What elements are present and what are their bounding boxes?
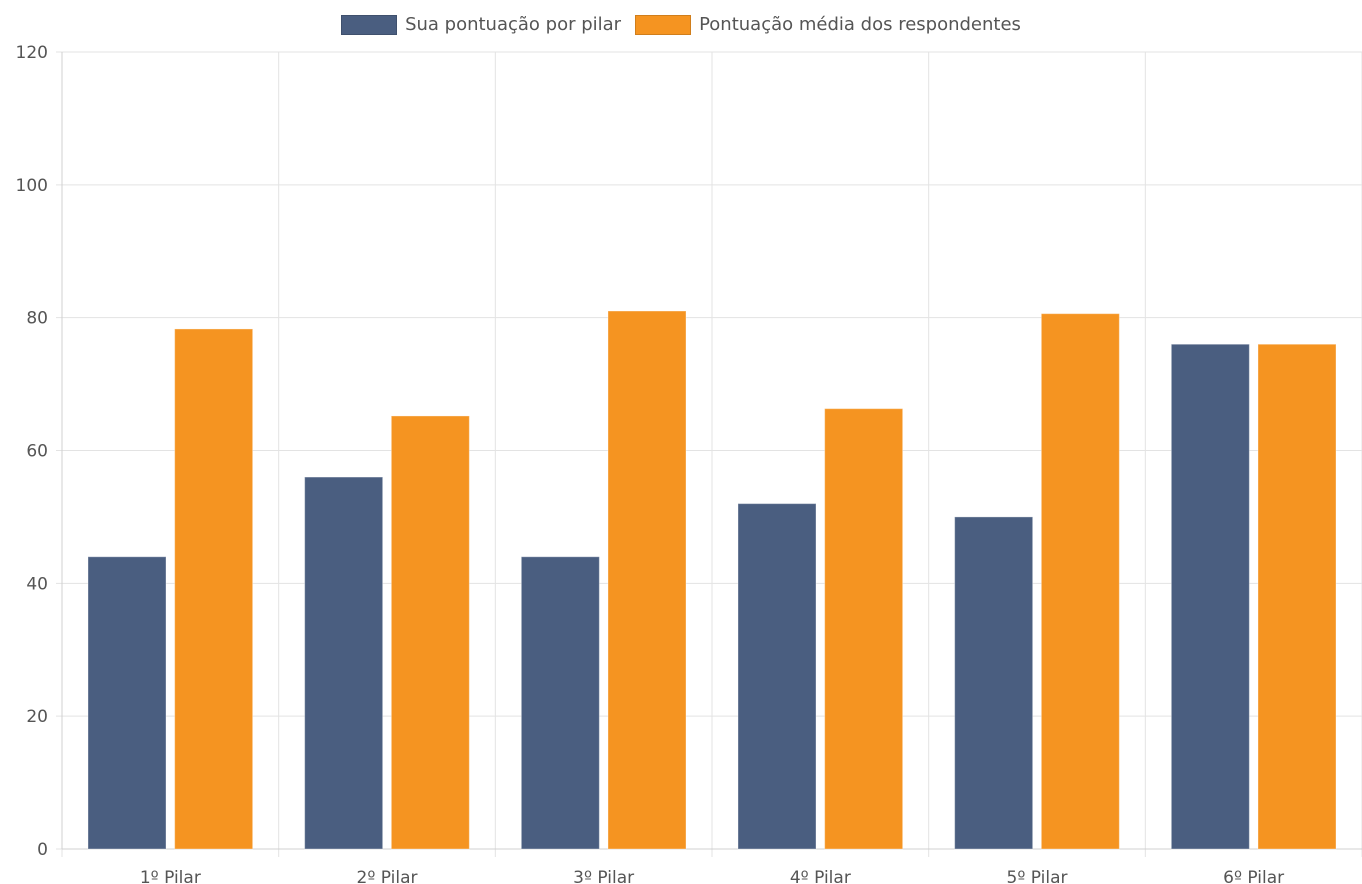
bar-sua-pontuacao-3[interactable] [520, 556, 600, 850]
y-tick-label: 60 [26, 442, 48, 462]
y-tick-label: 80 [26, 309, 48, 329]
y-tick-label: 40 [26, 574, 48, 594]
y-tick-label: 20 [26, 707, 48, 727]
legend-item-series-2[interactable]: Pontuação média dos respondentes [635, 14, 1021, 35]
y-tick-label: 120 [16, 43, 48, 63]
bar-pontuacao-media-5[interactable] [1040, 313, 1120, 850]
legend-label-series-1: Sua pontuação por pilar [405, 14, 622, 35]
legend-swatch-series-1 [341, 14, 398, 35]
bar-pontuacao-media-4[interactable] [824, 408, 904, 850]
y-tick-label: 0 [37, 840, 48, 860]
bar-pontuacao-media-2[interactable] [390, 415, 470, 850]
bar-pontuacao-media-1[interactable] [174, 328, 254, 850]
x-tick-label: 1º Pilar [140, 868, 201, 884]
x-tick-label: 3º Pilar [573, 868, 634, 884]
bar-sua-pontuacao-4[interactable] [737, 503, 817, 850]
legend-swatch-series-2 [635, 14, 692, 35]
y-tick-label: 100 [16, 176, 48, 196]
bar-sua-pontuacao-1[interactable] [87, 556, 167, 850]
x-tick-label: 2º Pilar [357, 868, 418, 884]
x-tick-label: 6º Pilar [1223, 868, 1284, 884]
bar-sua-pontuacao-5[interactable] [954, 516, 1034, 850]
x-tick-label: 5º Pilar [1007, 868, 1068, 884]
x-tick-label: 4º Pilar [790, 868, 851, 884]
bar-sua-pontuacao-2[interactable] [304, 476, 384, 850]
bar-pontuacao-media-3[interactable] [607, 310, 687, 850]
bar-pontuacao-media-6[interactable] [1257, 343, 1337, 850]
legend-item-series-1[interactable]: Sua pontuação por pilar [341, 14, 621, 35]
chart-legend: Sua pontuação por pilar Pontuação média … [0, 14, 1362, 35]
legend-label-series-2: Pontuação média dos respondentes [699, 14, 1021, 35]
bar-sua-pontuacao-6[interactable] [1170, 343, 1250, 850]
